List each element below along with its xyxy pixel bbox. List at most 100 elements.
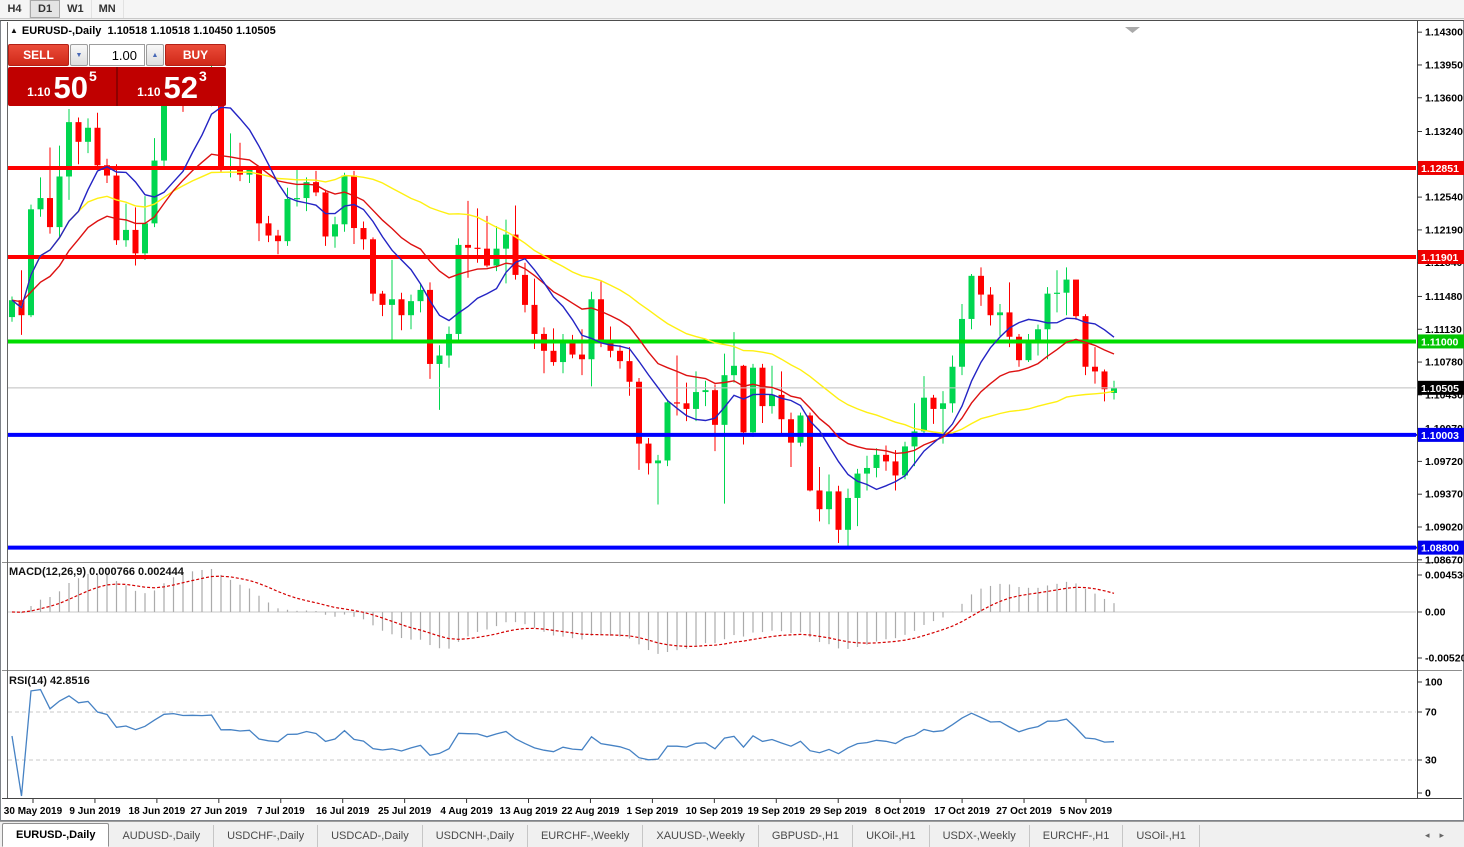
price-tick-label: 1.14300 [1425, 27, 1463, 39]
sell-price-pip: 5 [89, 68, 97, 84]
candle-down [322, 192, 329, 237]
candlesticks [9, 65, 1117, 549]
price-axis[interactable]: 1.143001.139501.136001.132401.128901.125… [1407, 27, 1464, 800]
candle-up [341, 175, 348, 225]
chart-tab-gbpusd-h1[interactable]: GBPUSD-,H1 [759, 825, 854, 847]
price-tick-label: 1.13600 [1425, 92, 1463, 104]
price-tick-label: 1.12540 [1425, 192, 1463, 204]
candle-up [9, 300, 15, 318]
candle-down [522, 274, 528, 305]
candle-up [123, 229, 129, 241]
candle-up [446, 333, 452, 356]
date-tick-label: 1 Sep 2019 [627, 806, 679, 817]
sell-price-button[interactable]: 1.10 50 5 [8, 67, 118, 106]
chart-ohlc-values: 1.10518 1.10518 1.10450 1.10505 [107, 25, 276, 37]
candle-up [664, 402, 671, 461]
candle-down [978, 275, 984, 295]
macd-axis-label: 0.00 [1425, 607, 1446, 619]
candle-up [1035, 329, 1041, 342]
date-tick-label: 18 Jun 2019 [129, 806, 186, 817]
candle-up [693, 392, 699, 409]
candle-up [921, 397, 927, 432]
buy-price-button[interactable]: 1.10 52 3 [118, 67, 226, 106]
candle-down [398, 299, 405, 316]
candle-down [531, 304, 538, 334]
candle-down [1016, 336, 1022, 361]
price-badge-label: 1.08800 [1421, 543, 1459, 555]
timeframe-button-d1[interactable]: D1 [30, 0, 61, 18]
chart-tab-usdcad-daily[interactable]: USDCAD-,Daily [318, 825, 423, 847]
candle-up [1054, 292, 1060, 294]
date-tick-label: 4 Aug 2019 [440, 806, 493, 817]
chart-tab-usoil-h1[interactable]: USOil-,H1 [1123, 825, 1200, 847]
candle-down [674, 402, 680, 404]
time-axis[interactable]: 30 May 2019 9 Jun 2019 18 Jun 2019 27 Jun 2… [4, 799, 1113, 817]
buy-price-pip: 3 [199, 68, 207, 84]
rsi-axis-label: 70 [1425, 707, 1437, 719]
candle-up [1111, 387, 1117, 393]
tab-scroll-left-icon[interactable]: ◂ [1424, 830, 1440, 840]
price-tick-label: 1.09020 [1425, 522, 1463, 534]
candle-up [864, 467, 870, 474]
volume-decrease-button[interactable]: ▼ [70, 44, 88, 66]
triangle-up-icon: ▲ [151, 51, 159, 59]
candle-down [788, 419, 794, 443]
chart-tab-ukoil-h1[interactable]: UKOil-,H1 [853, 825, 930, 847]
price-tick-label: 1.13950 [1425, 59, 1463, 71]
candle-up [284, 198, 291, 242]
tab-scroll-right-icon[interactable]: ▸ [1439, 830, 1454, 840]
chart-tab-audusd-daily[interactable]: AUDUSD-,Daily [109, 825, 215, 847]
chart-tab-xauusd-weekly[interactable]: XAUUSD-,Weekly [643, 825, 759, 847]
timeframe-button-w1[interactable]: W1 [60, 0, 92, 18]
candle-up [408, 301, 414, 316]
date-tick-label: 27 Oct 2019 [996, 806, 1052, 817]
candle-down [987, 294, 994, 316]
timeframe-toolbar: H4 D1 W1 MN [0, 0, 1464, 19]
chart-ohlc-title: ▲ EURUSD-,Daily 1.10518 1.10518 1.10450 1… [10, 25, 276, 37]
candle-down [598, 299, 604, 341]
chart-tab-eurusd-daily[interactable]: EURUSD-,Daily [2, 823, 110, 847]
chart-tab-eurchf-weekly[interactable]: EURCHF-,Weekly [528, 825, 644, 847]
trade-controls-row: SELL ▼ 1.00 ▲ BUY [8, 44, 226, 66]
volume-input[interactable]: 1.00 [89, 44, 145, 66]
chart-tab-eurchf-h1[interactable]: EURCHF-,H1 [1030, 825, 1124, 847]
sell-button[interactable]: SELL [8, 44, 69, 66]
candle-up [731, 365, 737, 376]
date-tick-label: 22 Aug 2019 [561, 806, 619, 817]
candle-up [151, 160, 158, 224]
price-tick-label: 1.08670 [1425, 554, 1463, 566]
chart-shift-marker-icon[interactable] [1125, 27, 1140, 33]
price-badge-label: 1.11901 [1421, 252, 1459, 264]
price-badge-1.10505 [1418, 380, 1464, 395]
collapse-panel-icon[interactable]: ▲ [10, 26, 18, 35]
one-click-trading-panel: SELL ▼ 1.00 ▲ BUY 1.10 50 5 1.10 52 3 [8, 44, 226, 106]
price-badge-1.11000 [1418, 334, 1464, 349]
candle-down [360, 228, 367, 240]
candle-up [455, 244, 462, 334]
candle-down [427, 289, 433, 364]
candle-up [332, 224, 338, 237]
candle-down [579, 354, 585, 360]
candle-down [132, 229, 139, 254]
timeframe-button-mn[interactable]: MN [92, 0, 124, 18]
chart-tab-usdchf-daily[interactable]: USDCHF-,Daily [214, 825, 319, 847]
price-badge-label: 1.11000 [1421, 336, 1459, 348]
date-tick-label: 30 May 2019 [4, 806, 63, 817]
candle-up [560, 342, 566, 363]
candle-down [275, 235, 281, 242]
chart-tab-usdx-weekly[interactable]: USDX-,Weekly [930, 825, 1030, 847]
tab-scroll-arrows[interactable]: ◂▸ [1425, 830, 1454, 841]
volume-increase-button[interactable]: ▲ [146, 44, 164, 66]
moving-average-8 [11, 106, 1115, 491]
candle-up [28, 209, 34, 316]
buy-button[interactable]: BUY [165, 44, 226, 66]
date-tick-label: 7 Jul 2019 [257, 806, 305, 817]
chart-tab-usdcnh-daily[interactable]: USDCNH-,Daily [423, 825, 528, 847]
candle-down [379, 293, 386, 305]
price-badge-1.11901 [1418, 250, 1464, 264]
candle-down [636, 381, 642, 444]
rsi-pane [8, 688, 1416, 797]
timeframe-button-h4[interactable]: H4 [0, 0, 30, 18]
candle-down [512, 234, 519, 275]
